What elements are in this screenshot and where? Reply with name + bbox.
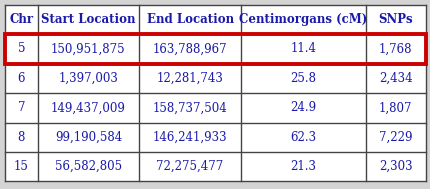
- Text: 8: 8: [18, 131, 25, 144]
- Text: 21.3: 21.3: [290, 160, 316, 173]
- Text: End Location: End Location: [146, 13, 233, 26]
- Text: 7: 7: [18, 101, 25, 114]
- Text: Chr: Chr: [9, 13, 34, 26]
- Text: 7,229: 7,229: [378, 131, 412, 144]
- Text: 56,582,805: 56,582,805: [55, 160, 122, 173]
- Text: 1,807: 1,807: [378, 101, 412, 114]
- Text: 150,951,875: 150,951,875: [51, 42, 126, 55]
- Text: 15: 15: [14, 160, 29, 173]
- Text: 5: 5: [18, 42, 25, 55]
- Text: 6: 6: [18, 72, 25, 85]
- Text: 158,737,504: 158,737,504: [152, 101, 227, 114]
- Text: 1,768: 1,768: [378, 42, 412, 55]
- Text: 99,190,584: 99,190,584: [55, 131, 122, 144]
- Text: 25.8: 25.8: [290, 72, 316, 85]
- Text: 62.3: 62.3: [289, 131, 316, 144]
- Text: SNPs: SNPs: [378, 13, 412, 26]
- Text: 163,788,967: 163,788,967: [152, 42, 227, 55]
- Text: Centimorgans (cM): Centimorgans (cM): [239, 13, 367, 26]
- Text: 2,303: 2,303: [378, 160, 412, 173]
- Text: 72,275,477: 72,275,477: [156, 160, 223, 173]
- Text: Start Location: Start Location: [41, 13, 135, 26]
- Text: 2,434: 2,434: [378, 72, 412, 85]
- Text: 1,397,003: 1,397,003: [58, 72, 118, 85]
- Bar: [5, 34, 425, 64]
- Text: 24.9: 24.9: [289, 101, 316, 114]
- Text: 146,241,933: 146,241,933: [152, 131, 227, 144]
- Text: 149,437,009: 149,437,009: [51, 101, 126, 114]
- Text: 12,281,743: 12,281,743: [156, 72, 223, 85]
- Text: 11.4: 11.4: [290, 42, 316, 55]
